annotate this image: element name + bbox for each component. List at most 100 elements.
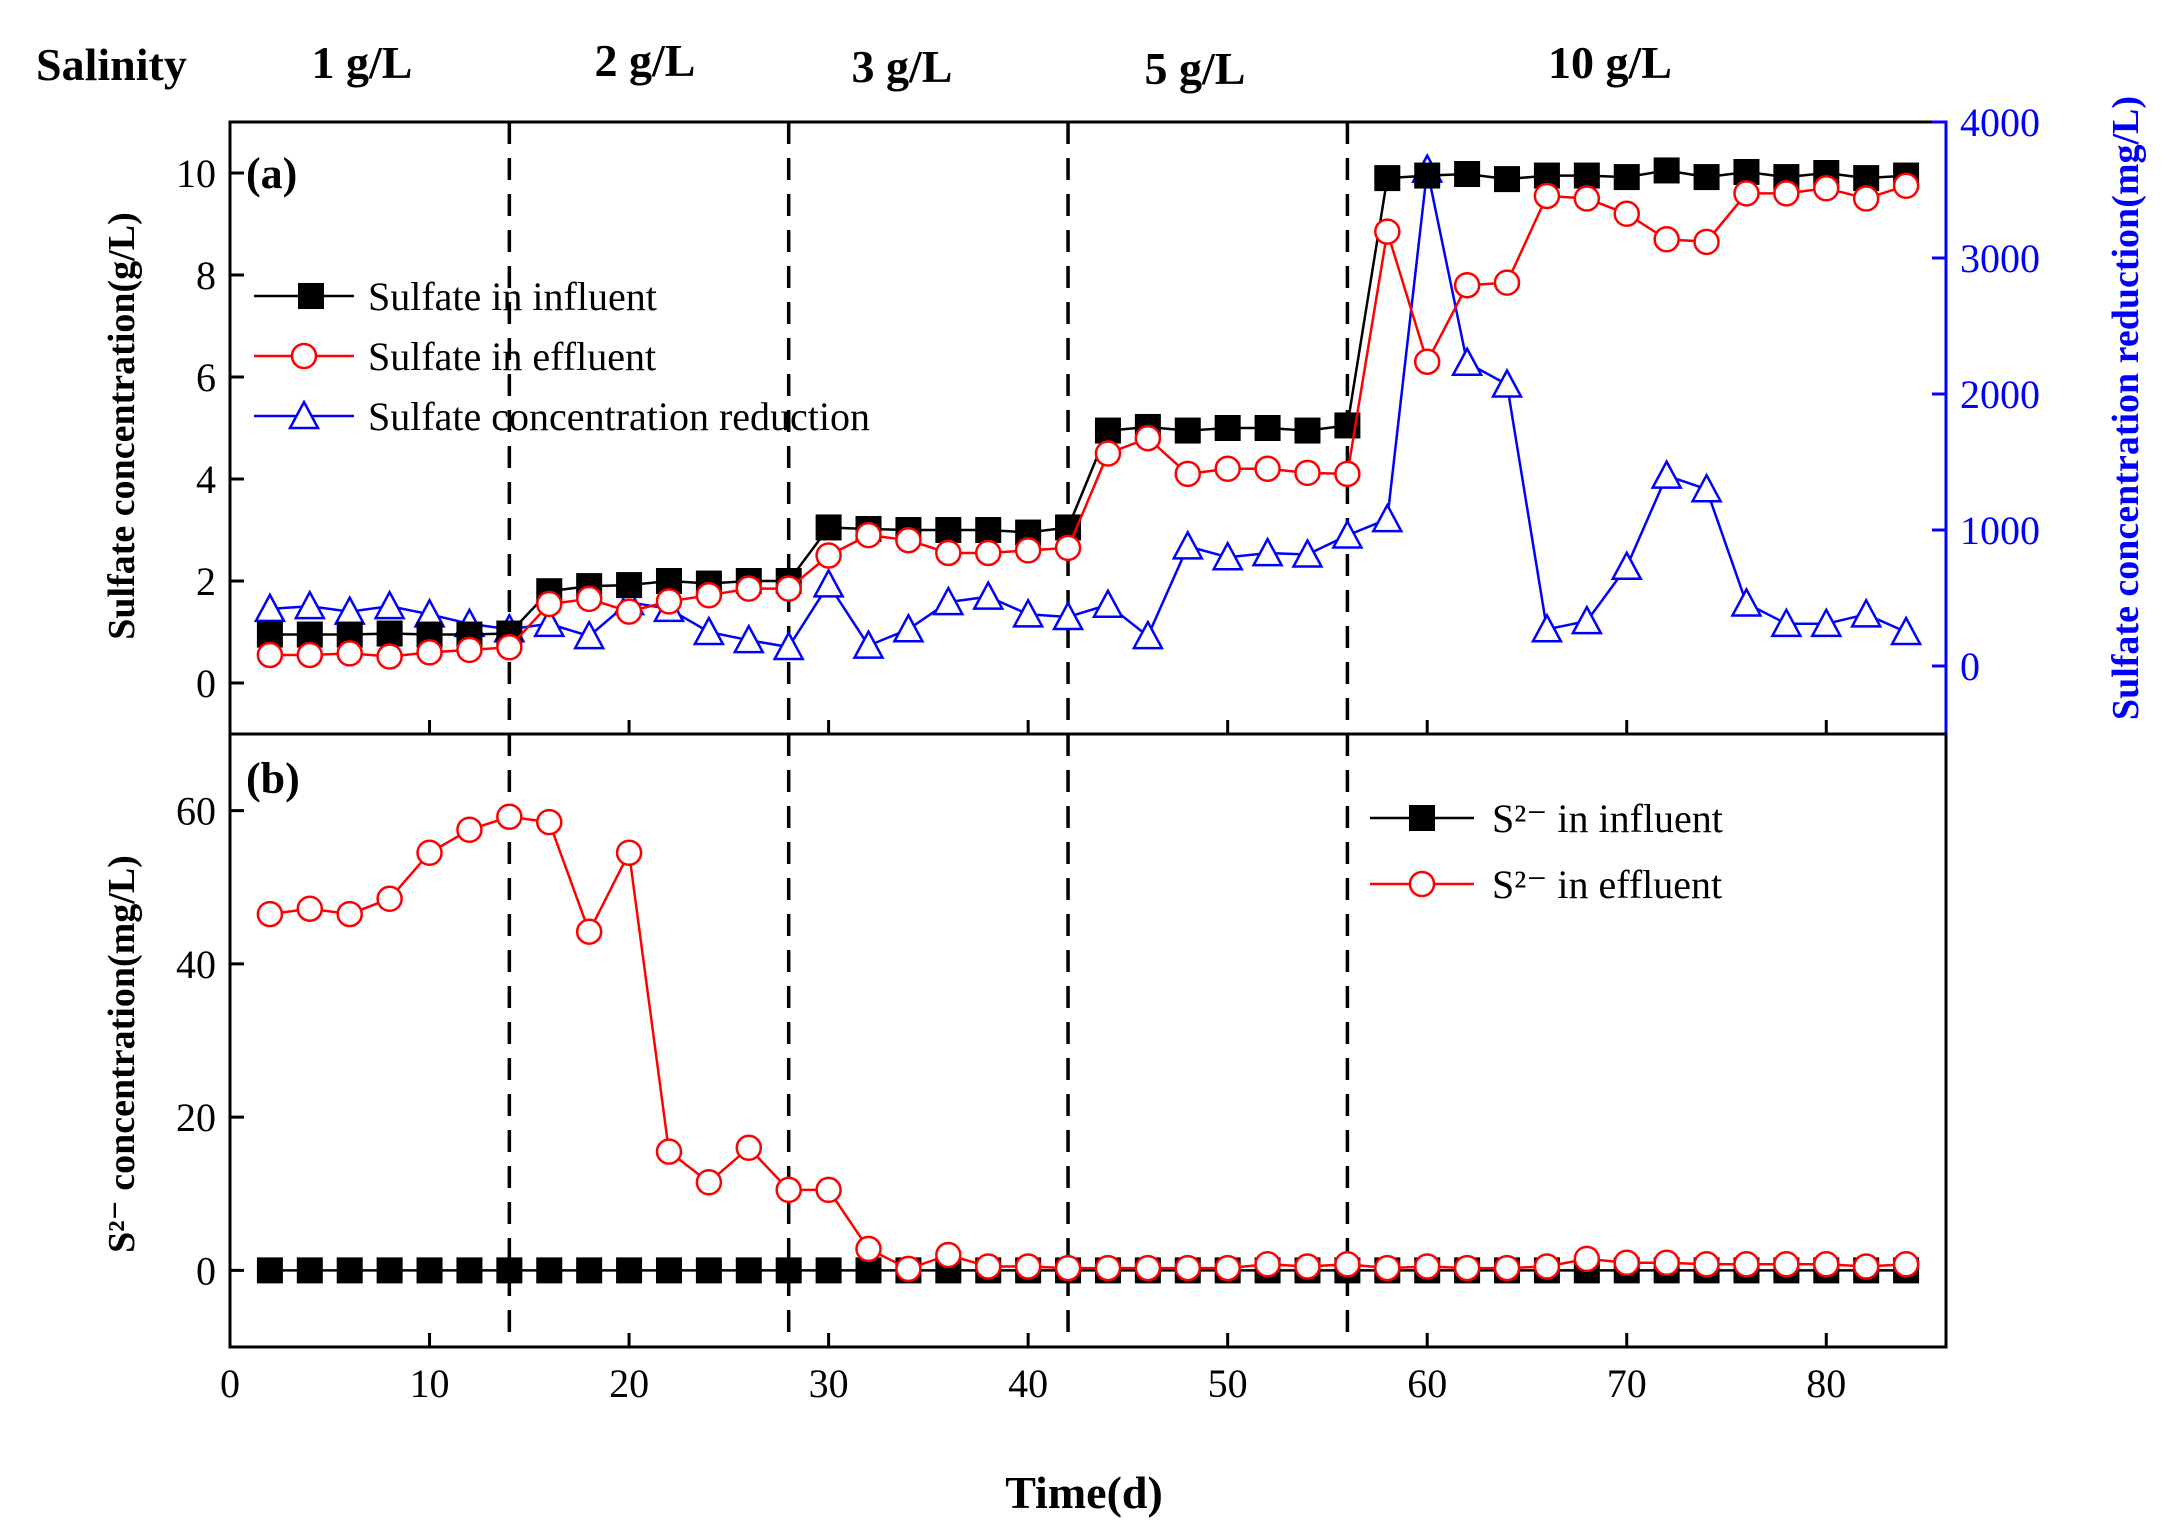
legend-marker-effluent xyxy=(290,342,318,370)
panel-b: 0 20 40 60 0 10 20 30 40 50 60 70 80 (b) S²⁻ concen… xyxy=(101,732,1948,1518)
s2-effluent-point xyxy=(1813,1250,1840,1278)
sulfate-effluent-point xyxy=(496,634,523,661)
salinity-label: Salinity xyxy=(36,39,187,90)
sulfate-effluent-point xyxy=(575,585,603,613)
sulfate-influent-point xyxy=(815,514,842,541)
s2-effluent-point xyxy=(1374,1254,1401,1282)
sulfate-effluent-point xyxy=(336,640,363,667)
s2-effluent-point xyxy=(935,1241,962,1269)
reduction-point xyxy=(1012,597,1045,628)
sulfate-effluent-point xyxy=(855,521,882,549)
s2-effluent-point xyxy=(1892,1250,1920,1278)
xtick-label: 50 xyxy=(1208,1361,1248,1406)
panel-a-y2tick-label: 1000 xyxy=(1960,508,2040,553)
sulfate-influent-point xyxy=(1573,162,1600,189)
sulfate-effluent-point xyxy=(296,641,324,669)
x-axis-label: Time(d) xyxy=(1005,1467,1163,1518)
reduction-point xyxy=(1850,597,1883,628)
reduction-point xyxy=(1770,607,1803,638)
s2-effluent-point xyxy=(376,885,403,912)
panel-b-ytick-label: 20 xyxy=(176,1095,216,1140)
sulfate-effluent-point xyxy=(1374,218,1401,245)
reduction-point xyxy=(1451,346,1484,376)
legend-marker-reduction xyxy=(287,399,321,430)
salinity-header: Salinity 1 g/L 2 g/L 3 g/L 5 g/L 10 g/L xyxy=(36,35,1672,94)
panel-b-frame xyxy=(228,732,1948,1349)
reduction-series-group xyxy=(253,152,1923,661)
xtick-label: 30 xyxy=(809,1361,849,1406)
xtick-label: 0 xyxy=(220,1361,240,1406)
s2-effluent-point xyxy=(1773,1250,1800,1278)
sulfate-influent-point xyxy=(1174,417,1201,444)
panel-b-ylabel: S²⁻ concentration(mg/L) xyxy=(101,855,143,1253)
s2-effluent-point xyxy=(1453,1254,1481,1282)
stage-label-3: 3 g/L xyxy=(852,41,953,92)
sulfate-influent-point xyxy=(1653,157,1680,184)
reduction-point xyxy=(533,607,566,638)
sulfate-effluent-point xyxy=(735,575,763,602)
reduction-point xyxy=(1371,502,1404,533)
xtick-label: 40 xyxy=(1008,1361,1048,1406)
reduction-point xyxy=(373,589,406,620)
sulfate-effluent-point xyxy=(895,526,922,554)
reduction-point xyxy=(1610,550,1643,580)
sulfate-effluent-point xyxy=(456,636,483,664)
sulfate-effluent-point xyxy=(1773,180,1800,207)
s2-effluent-point xyxy=(296,895,324,922)
reduction-point xyxy=(1530,612,1564,643)
legend-label-effluent: Sulfate in effluent xyxy=(368,334,656,379)
s2-effluent-point xyxy=(615,839,643,867)
reduction-point xyxy=(932,585,965,616)
stage-label-1: 1 g/L xyxy=(312,37,413,88)
sulfate-effluent-point xyxy=(1892,172,1920,199)
s2-effluent-point xyxy=(655,1138,683,1165)
xtick-label: 60 xyxy=(1407,1361,1447,1406)
stage-label-5: 10 g/L xyxy=(1548,37,1672,88)
sulfate-effluent-point xyxy=(1054,534,1082,562)
s2-effluent-point xyxy=(1413,1253,1441,1280)
panel-a: 0 2 4 6 8 10 0 1000 2000 3000 4000 (a) Sulfate co… xyxy=(101,96,2147,736)
panel-b-ytick-label: 0 xyxy=(196,1248,216,1293)
sulfate-effluent-point xyxy=(655,588,683,615)
sulfate-effluent-point xyxy=(1214,455,1241,483)
panel-a-ytick-label: 8 xyxy=(196,253,216,298)
reduction-point xyxy=(1091,588,1125,619)
s2-effluent-point xyxy=(1573,1245,1601,1273)
sulfate-influent-point xyxy=(1094,417,1121,444)
s2-influent-point xyxy=(655,1257,682,1284)
stage-label-2: 2 g/L xyxy=(595,35,696,86)
panel-b-border xyxy=(228,732,1948,1349)
s2-effluent-point xyxy=(1254,1250,1281,1278)
panel-b-legend: S²⁻ in influent S²⁻ in effluent xyxy=(1370,796,1723,907)
legend-label-s2-influent: S²⁻ in influent xyxy=(1492,796,1723,841)
reduction-point xyxy=(772,630,805,661)
sulfate-influent-point xyxy=(1374,165,1401,192)
s2-effluent-point xyxy=(416,839,443,867)
s2-influent-point xyxy=(695,1257,722,1284)
panel-a-series xyxy=(253,152,1923,670)
s2-effluent-point xyxy=(735,1134,763,1162)
s2-effluent-point xyxy=(855,1235,882,1263)
sulfate-effluent-point xyxy=(1613,200,1640,228)
sulfate-effluent-point xyxy=(1813,175,1840,202)
sulfate-effluent-point xyxy=(1573,185,1601,212)
sulfate-influent-point xyxy=(1254,415,1281,441)
s2-effluent-point xyxy=(1054,1254,1082,1282)
s2-effluent-point xyxy=(336,900,363,928)
sulfate-influent-point xyxy=(1494,166,1521,193)
xtick-label: 70 xyxy=(1607,1361,1647,1406)
panel-a-y2tick-label: 2000 xyxy=(1960,372,2040,417)
sulfate-effluent-point xyxy=(1174,460,1202,488)
reduction-point xyxy=(732,623,765,654)
sulfate-effluent-point xyxy=(775,575,802,602)
panel-a-ytick-label: 6 xyxy=(196,355,216,400)
s2-effluent-point xyxy=(1613,1249,1640,1276)
s2-effluent-point xyxy=(1214,1254,1241,1282)
sulfate-effluent-point xyxy=(695,582,723,609)
reduction-point xyxy=(293,589,326,620)
stage-label-4: 5 g/L xyxy=(1145,43,1246,94)
legend-label-reduction: Sulfate concentration reduction xyxy=(368,394,870,439)
s2-influent-point xyxy=(775,1257,802,1284)
reduction-point xyxy=(1570,604,1603,635)
s2-effluent-point xyxy=(1653,1249,1680,1276)
